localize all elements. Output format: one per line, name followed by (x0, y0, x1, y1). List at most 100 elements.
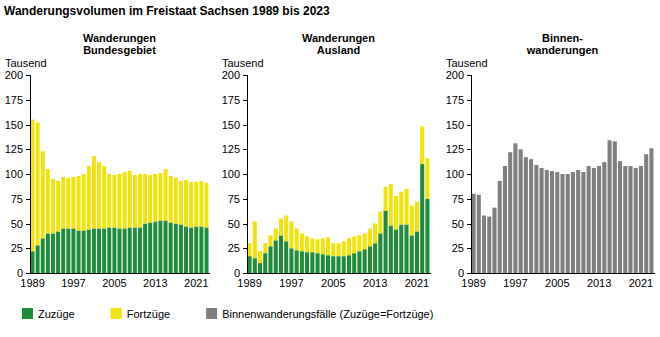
bar (508, 152, 512, 273)
bar (51, 179, 55, 233)
y-tick-mark (243, 224, 247, 225)
bar (107, 174, 111, 227)
y-tick-mark (467, 75, 471, 76)
bar (378, 233, 382, 273)
bar (97, 228, 101, 273)
bar (618, 161, 622, 273)
bar (284, 241, 288, 273)
bar (363, 233, 367, 249)
bar (77, 176, 81, 230)
x-tick: 1989 (20, 273, 44, 289)
y-tick-mark (26, 149, 30, 150)
y-tick: 50 (452, 218, 471, 230)
panel-title: WanderungenAusland (302, 32, 375, 56)
bar (389, 184, 393, 226)
y-tick-mark (26, 199, 30, 200)
y-tick: 125 (5, 143, 30, 155)
y-tick: 75 (228, 193, 247, 205)
y-tick: 75 (452, 193, 471, 205)
x-tick: 2005 (102, 273, 126, 289)
bar (316, 239, 320, 253)
bar (158, 221, 162, 273)
bar (87, 166, 91, 229)
y-tick-label: 200 (5, 69, 23, 81)
y-axis-title: Tausend (5, 57, 47, 69)
y-tick-label: 75 (11, 193, 23, 205)
bar (56, 181, 60, 231)
y-tick-label: 200 (222, 69, 240, 81)
bar (373, 243, 377, 273)
bar (128, 171, 132, 227)
x-tick: 1989 (237, 273, 261, 289)
bar-series (472, 140, 654, 273)
bar (66, 228, 70, 273)
bar (357, 251, 361, 273)
y-tick: 200 (446, 69, 471, 81)
x-tick-label: 2021 (184, 277, 208, 289)
bar (482, 216, 486, 273)
y-tick: 50 (228, 218, 247, 230)
bar (118, 228, 122, 273)
bar (133, 175, 137, 227)
x-tick: 2013 (587, 273, 611, 289)
bar (258, 251, 262, 263)
bar (321, 238, 325, 254)
y-tick-label: 150 (222, 119, 240, 131)
bar (378, 212, 382, 234)
x-tick-label: 2013 (363, 277, 387, 289)
legend-swatch (22, 308, 33, 319)
bar (399, 224, 403, 273)
y-axis: 0255075100125150175200 (446, 69, 472, 279)
y-tick-label: 50 (228, 218, 240, 230)
bar (571, 172, 575, 273)
bar (248, 243, 252, 256)
y-tick-label: 175 (446, 94, 464, 106)
bar (158, 173, 162, 221)
y-tick-mark (26, 100, 30, 101)
bar (31, 251, 35, 273)
bar (112, 175, 116, 227)
bar (425, 158, 429, 199)
y-tick-label: 25 (228, 242, 240, 254)
bar (410, 206, 414, 236)
bar (295, 228, 299, 250)
bar (46, 169, 50, 233)
bar (56, 231, 60, 273)
y-tick-mark (243, 75, 247, 76)
bar (566, 174, 570, 273)
y-tick-mark (26, 75, 30, 76)
bar (420, 126, 424, 164)
panel: Binnen-wanderungenTausend025507510012515… (446, 32, 655, 289)
bar (199, 226, 203, 273)
y-tick: 50 (11, 218, 30, 230)
bar (248, 256, 252, 273)
bar (102, 228, 106, 273)
bar (164, 221, 168, 273)
y-tick: 25 (228, 242, 247, 254)
x-tick-label: 1997 (61, 277, 85, 289)
x-tick-label: 2013 (143, 277, 167, 289)
bar (592, 168, 596, 273)
x-tick: 1989 (461, 273, 485, 289)
y-tick-mark (26, 273, 30, 274)
y-tick-label: 100 (446, 168, 464, 180)
bar (92, 156, 96, 228)
bar (534, 165, 538, 273)
chart-root: Wanderungsvolumen im Freistaat Sachsen 1… (0, 0, 660, 337)
bar (300, 233, 304, 251)
bar (357, 235, 361, 251)
bar (279, 235, 283, 273)
y-axis-title: Tausend (222, 57, 264, 69)
bar (41, 238, 45, 273)
bar (71, 177, 75, 228)
x-axis: 1989 1997 2005 2013 2021 (20, 273, 209, 289)
panel-title: Binnen-wanderungen (526, 32, 599, 56)
bar (184, 180, 188, 227)
bar (148, 223, 152, 273)
bar (394, 196, 398, 230)
bar (263, 253, 267, 273)
bar (420, 164, 424, 273)
bar-series (248, 126, 430, 263)
bar (487, 217, 491, 273)
bar (363, 249, 367, 273)
